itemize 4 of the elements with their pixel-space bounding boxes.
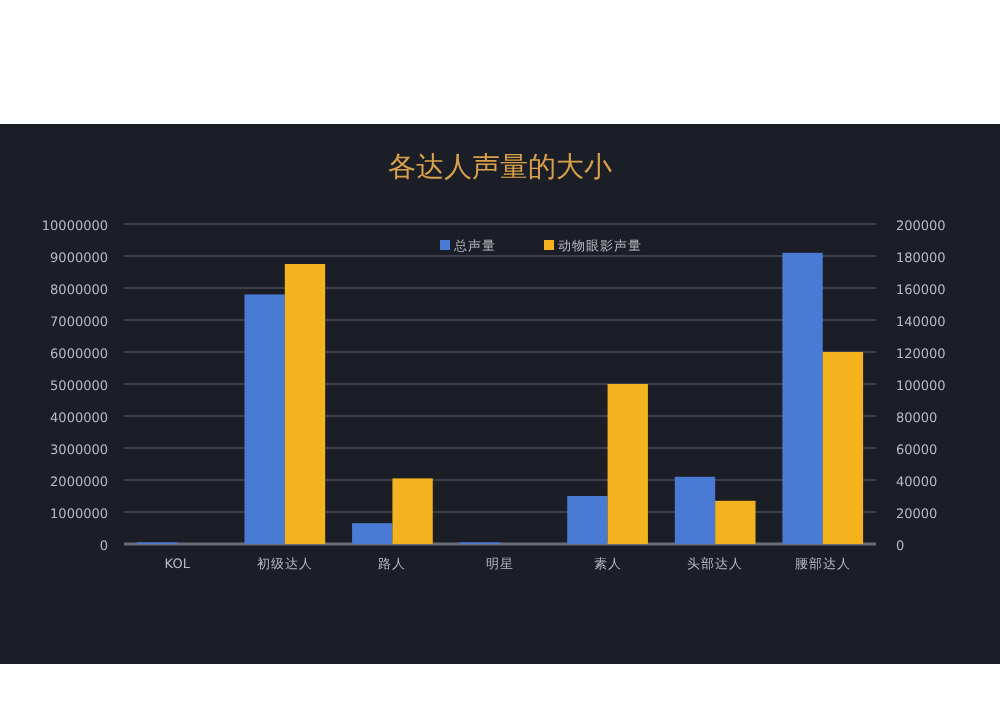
bar	[567, 496, 608, 544]
chart-title: 各达人声量的大小	[388, 152, 612, 184]
bar	[607, 384, 648, 544]
bar	[392, 478, 433, 544]
